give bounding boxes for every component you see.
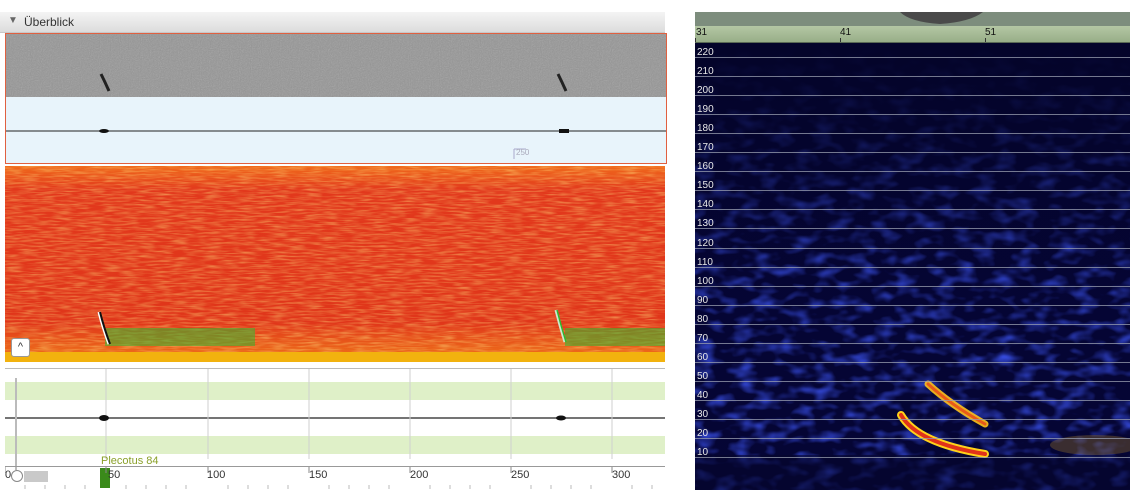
freq-gridline bbox=[695, 418, 1130, 420]
freq-label: 110 bbox=[697, 256, 713, 268]
x-tick-300: 300 bbox=[612, 469, 631, 481]
time-tick-mark bbox=[840, 38, 841, 42]
time-tick-41: 41 bbox=[840, 27, 852, 38]
time-tick-51: 51 bbox=[985, 27, 997, 38]
freq-label: 200 bbox=[697, 85, 714, 97]
overview-waveform[interactable]: 250 bbox=[5, 97, 667, 164]
species-label: Plecotus 84 bbox=[101, 455, 159, 467]
triangle-down-icon[interactable]: ▼ bbox=[8, 15, 18, 26]
species-marker[interactable] bbox=[100, 468, 110, 488]
freq-gridline bbox=[695, 57, 1130, 58]
freq-label: 190 bbox=[697, 104, 714, 116]
freq-gridline bbox=[695, 133, 1130, 135]
freq-gridline bbox=[695, 457, 1130, 459]
freq-gridline bbox=[695, 323, 1130, 325]
overview-spectrogram[interactable] bbox=[5, 33, 667, 98]
x-tick-0: 0 bbox=[5, 469, 12, 481]
freq-gridline bbox=[695, 399, 1130, 401]
freq-gridline bbox=[695, 342, 1130, 344]
freq-label: 20 bbox=[697, 428, 709, 439]
freq-label: 140 bbox=[697, 199, 714, 211]
freq-label: 170 bbox=[697, 142, 714, 154]
time-tick-mark bbox=[985, 38, 986, 42]
time-axis bbox=[4, 466, 665, 491]
freq-gridline bbox=[695, 95, 1130, 97]
freq-label: 50 bbox=[697, 370, 709, 382]
freq-gridline bbox=[695, 380, 1130, 382]
freq-label: 160 bbox=[697, 161, 714, 173]
time-tick-31: 31 bbox=[696, 27, 708, 38]
freq-gridline bbox=[695, 438, 1130, 439]
waveform-detail-canvas bbox=[5, 369, 665, 459]
x-tick-100: 100 bbox=[207, 469, 226, 481]
freq-gridline bbox=[695, 285, 1130, 287]
overview-pane: ▼ Überblick 250 bbox=[0, 12, 667, 491]
zoom-slider-track[interactable] bbox=[15, 378, 17, 470]
time-tick-mark bbox=[695, 38, 696, 42]
freq-label: 210 bbox=[697, 66, 714, 78]
freq-label: 220 bbox=[697, 47, 714, 58]
time-axis-bar: 31 41 51 bbox=[695, 26, 1130, 43]
freq-gridline bbox=[695, 152, 1130, 154]
x-tick-50: 50 bbox=[108, 469, 121, 481]
overview-header[interactable]: ▼ Überblick bbox=[0, 12, 665, 33]
main-spectrogram-canvas bbox=[5, 166, 665, 362]
freq-label: 100 bbox=[697, 275, 714, 287]
freq-gridline bbox=[695, 361, 1130, 363]
freq-label: 90 bbox=[697, 294, 709, 306]
freq-label: 180 bbox=[697, 123, 714, 135]
freq-label: 150 bbox=[697, 180, 714, 192]
freq-gridline bbox=[695, 171, 1130, 173]
ruler-mark-label: 250 bbox=[516, 148, 530, 157]
scroll-thumb[interactable] bbox=[24, 471, 48, 482]
main-spectrogram[interactable] bbox=[5, 166, 665, 362]
freq-gridline bbox=[695, 304, 1130, 306]
freq-gridline bbox=[695, 247, 1130, 249]
freq-gridline bbox=[695, 190, 1130, 192]
freq-label: 70 bbox=[697, 332, 709, 344]
freq-gridline bbox=[695, 76, 1130, 78]
collapse-button[interactable]: ^ bbox=[11, 338, 30, 357]
freq-label: 10 bbox=[697, 447, 709, 459]
x-tick-200: 200 bbox=[410, 469, 429, 481]
x-tick-250: 250 bbox=[511, 469, 530, 481]
freq-gridline bbox=[695, 228, 1130, 230]
overview-waveform-canvas: 250 bbox=[6, 129, 666, 159]
freq-label: 60 bbox=[697, 351, 709, 363]
section-title: Überblick bbox=[24, 15, 75, 29]
overview-strip-canvas bbox=[695, 12, 1130, 26]
freq-label: 30 bbox=[697, 408, 709, 420]
freq-label: 130 bbox=[697, 218, 714, 230]
freq-label: 40 bbox=[697, 389, 709, 401]
time-axis-ticks bbox=[4, 467, 653, 489]
freq-gridline bbox=[695, 209, 1130, 211]
freq-gridline bbox=[695, 266, 1130, 268]
freq-label: 80 bbox=[697, 313, 709, 325]
overview-spectrogram-canvas bbox=[6, 34, 666, 98]
zoom-slider-knob[interactable] bbox=[11, 470, 23, 482]
zoomed-spectrogram-pane[interactable]: 31 41 51 220 210 200 190 180 170 160 150 140 130 1… bbox=[695, 12, 1130, 490]
freq-label: 120 bbox=[697, 237, 714, 249]
overview-strip[interactable] bbox=[695, 12, 1130, 26]
freq-gridline bbox=[695, 114, 1130, 116]
zoomed-spectrogram-canvas bbox=[695, 43, 1130, 490]
x-tick-150: 150 bbox=[309, 469, 328, 481]
waveform-detail[interactable] bbox=[5, 368, 665, 459]
